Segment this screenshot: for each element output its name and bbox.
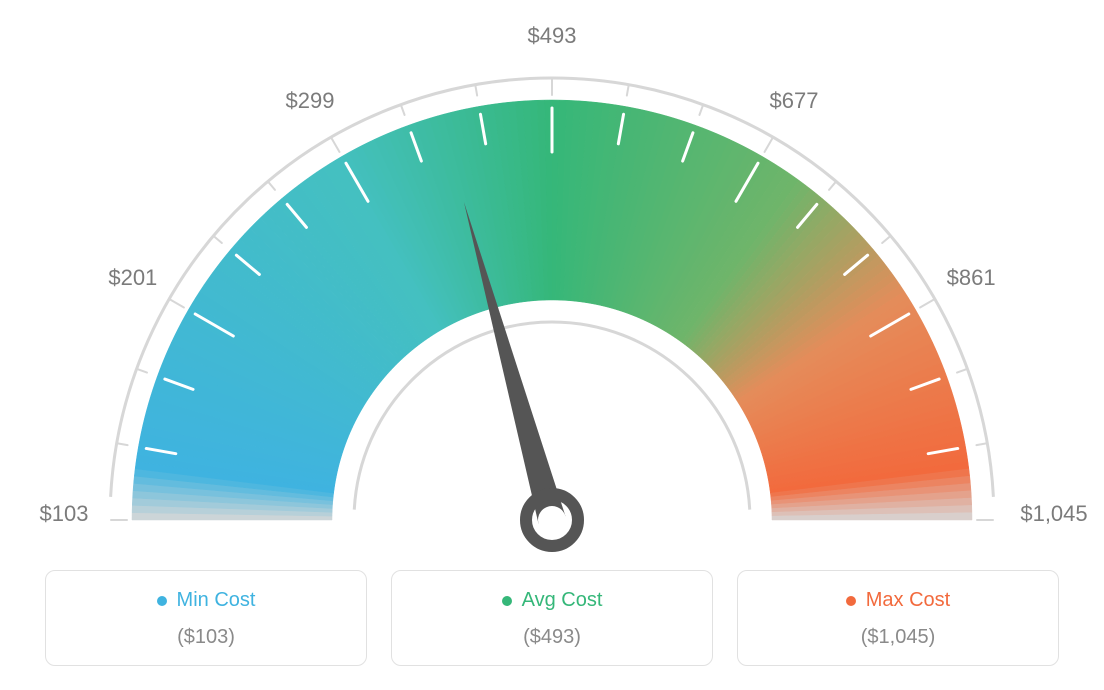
gauge-tick-label: $201 <box>108 265 157 291</box>
legend-card-max: Max Cost ($1,045) <box>737 570 1059 666</box>
legend-dot-icon <box>846 596 856 606</box>
gauge-chart: $103$201$299$493$677$861$1,045 <box>22 20 1082 560</box>
legend-value-max: ($1,045) <box>758 626 1038 649</box>
gauge-tick-label: $493 <box>528 23 577 49</box>
gauge-svg <box>22 20 1082 560</box>
gauge-tick-label: $1,045 <box>1020 501 1087 527</box>
legend-title-text: Min Cost <box>177 589 256 612</box>
legend-title-min: Min Cost <box>157 589 256 612</box>
gauge-tick-label: $861 <box>947 265 996 291</box>
legend-dot-icon <box>157 596 167 606</box>
legend-dot-icon <box>502 596 512 606</box>
legend-title-avg: Avg Cost <box>502 589 603 612</box>
legend-title-max: Max Cost <box>846 589 950 612</box>
gauge-tick-label: $103 <box>40 501 89 527</box>
legend-title-text: Max Cost <box>866 589 950 612</box>
legend-row: Min Cost ($103) Avg Cost ($493) Max Cost ($1,… <box>20 570 1084 666</box>
legend-title-text: Avg Cost <box>522 589 603 612</box>
gauge-tick-label: $677 <box>770 88 819 114</box>
legend-value-min: ($103) <box>66 626 346 649</box>
gauge-tick-label: $299 <box>286 88 335 114</box>
gauge-arc <box>132 100 972 520</box>
legend-card-min: Min Cost ($103) <box>45 570 367 666</box>
legend-value-avg: ($493) <box>412 626 692 649</box>
legend-card-avg: Avg Cost ($493) <box>391 570 713 666</box>
